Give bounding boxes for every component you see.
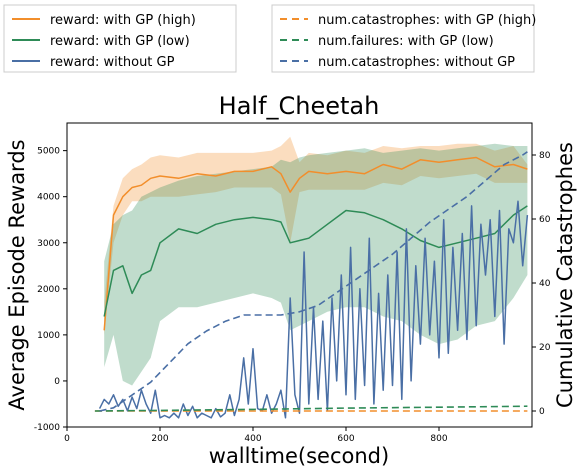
legend-left-frame (3, 4, 237, 73)
series-num-failures-with-gp-low (94, 405, 528, 412)
legend-label: reward: without GP (50, 55, 175, 70)
legend-left: reward: with GP (high) reward: with GP (l… (3, 4, 237, 73)
x-tick-label: 0 (64, 434, 70, 444)
legend-right: num.catastrophes: with GP (high) num.fail… (271, 4, 536, 73)
y-tick-label: 5000 (37, 147, 60, 157)
x-tick-label: 400 (244, 434, 261, 444)
y2-tick-label: 60 (539, 215, 551, 225)
chart-title: Half_Cheetah (219, 92, 380, 120)
y2-tick-label: 20 (539, 343, 551, 353)
y-tick-label: 4000 (37, 193, 60, 203)
x-axis: 0 200 400 600 800 (64, 427, 448, 444)
series-reward-with-gp-high (103, 156, 528, 331)
legend-right-frame (271, 4, 535, 73)
y-tick-label: 1000 (37, 331, 60, 341)
y2-tick-label: 80 (539, 151, 551, 161)
legend-label: num.failures: with GP (low) (318, 34, 494, 49)
y-tick-label: 0 (54, 377, 60, 387)
x-tick-label: 200 (151, 434, 168, 444)
x-tick-label: 800 (430, 434, 447, 444)
band-reward-with-gp-high (104, 136, 528, 335)
y-axis-label-left: Average Episode Rewards (5, 139, 29, 410)
x-axis-label: walltime(second) (209, 444, 389, 468)
y-tick-label: 3000 (37, 239, 60, 249)
y-tick-label: 2000 (37, 285, 60, 295)
x-tick-label: 600 (337, 434, 354, 444)
legend-label: reward: with GP (low) (50, 34, 190, 49)
legend-label: reward: with GP (high) (50, 13, 196, 28)
y-axis-label-right: Cumulative Catastrophes (553, 142, 577, 408)
y-axis-left: -1000 0 1000 2000 3000 4000 5000 (34, 147, 67, 433)
plot-area (94, 136, 529, 419)
y-tick-label: -1000 (34, 423, 60, 433)
y2-tick-label: 40 (539, 279, 551, 289)
y-axis-right: 0 20 40 60 80 (532, 151, 551, 417)
legend-label: num.catastrophes: without GP (318, 55, 515, 70)
plot-frame (66, 122, 533, 428)
y2-tick-label: 0 (539, 407, 545, 417)
legend-label: num.catastrophes: with GP (high) (318, 13, 536, 28)
